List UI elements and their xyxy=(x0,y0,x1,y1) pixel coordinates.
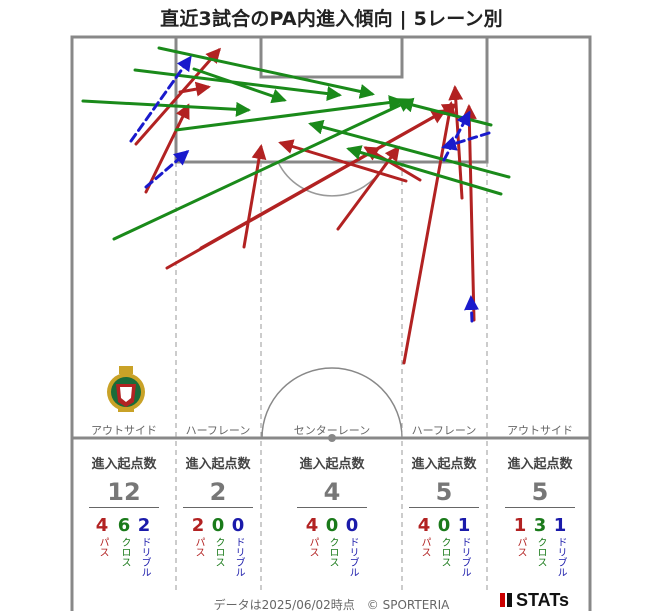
cross-arrow xyxy=(192,67,287,104)
dribble-arrow xyxy=(442,110,471,162)
pass-count: 2 パス xyxy=(191,515,205,557)
lane-label-halflane-right: ハーフレーン xyxy=(411,424,477,437)
pass-arrow xyxy=(144,103,190,194)
footer-credit: データは2025/06/02時点 © SPORTERIA xyxy=(213,598,450,612)
total-underline xyxy=(297,507,367,508)
pass-arrow xyxy=(134,47,221,146)
total-underline xyxy=(183,507,253,508)
count-header: 進入起点数 xyxy=(507,457,573,472)
dribble-count: 1 ドリブル xyxy=(553,515,567,577)
club-crest-logo xyxy=(107,366,145,412)
penalty-arc xyxy=(277,161,387,197)
stats-mark-icon xyxy=(500,593,505,607)
lane-total: 4 xyxy=(323,478,341,506)
stats-brand-logo: STATs xyxy=(500,590,569,611)
cross-arrow xyxy=(81,99,251,117)
arrows-layer xyxy=(81,46,511,365)
lane-total: 2 xyxy=(209,478,227,506)
pass-arrow xyxy=(363,146,422,182)
lane-label-outside-right: アウトサイド xyxy=(507,424,573,437)
dribble-count: 1 ドリブル xyxy=(457,515,471,577)
chart-title: 直近3試合のPA内進入傾向 | 5レーン別 xyxy=(160,8,503,30)
pass-arrow xyxy=(178,81,211,97)
lane-breakdown: 1 パス 3 クロス 1 ドリブル xyxy=(488,515,592,585)
count-header: 進入起点数 xyxy=(299,457,365,472)
pass-count: 1 パス xyxy=(513,515,527,557)
cross-arrow xyxy=(174,95,404,132)
lane-total: 5 xyxy=(435,478,453,506)
cross-arrow xyxy=(308,119,511,179)
centre-circle xyxy=(261,367,403,439)
lane-label-center: センターレーン xyxy=(293,424,371,437)
dribble-count: 0 ドリブル xyxy=(231,515,245,577)
lane-breakdown: 4 パス 0 クロス 0 ドリブル xyxy=(280,515,384,585)
pass-arrow xyxy=(199,109,447,250)
lane-total: 5 xyxy=(531,478,549,506)
cross-count: 0 クロス xyxy=(325,515,339,567)
lane-breakdown: 4 パス 0 クロス 1 ドリブル xyxy=(392,515,496,585)
pass-arrow xyxy=(242,144,267,249)
lane-label-halflane-left: ハーフレーン xyxy=(185,424,251,437)
pass-arrow xyxy=(402,101,457,365)
lane-breakdown: 4 パス 6 クロス 2 ドリブル xyxy=(72,515,176,585)
cross-count: 0 クロス xyxy=(211,515,225,567)
dribble-arrow xyxy=(464,295,480,323)
dribble-count: 0 ドリブル xyxy=(345,515,359,577)
cross-arrow xyxy=(346,145,503,196)
pass-count: 4 パス xyxy=(95,515,109,557)
cross-arrow xyxy=(398,97,493,127)
lane-breakdown: 2 パス 0 クロス 0 ドリブル xyxy=(166,515,270,585)
cross-count: 6 クロス xyxy=(117,515,131,567)
count-header: 進入起点数 xyxy=(185,457,251,472)
cross-count: 0 クロス xyxy=(437,515,451,567)
dribble-arrow xyxy=(129,55,192,143)
count-header: 進入起点数 xyxy=(91,457,157,472)
lane-label-outside-left: アウトサイド xyxy=(91,424,157,437)
centre-spot xyxy=(328,434,336,442)
goal-area xyxy=(259,35,404,79)
dribble-arrow xyxy=(144,150,190,189)
lane-total: 12 xyxy=(107,478,141,506)
count-header: 進入起点数 xyxy=(411,457,477,472)
total-underline xyxy=(89,507,159,508)
cross-count: 3 クロス xyxy=(533,515,547,567)
penalty-area xyxy=(174,35,489,164)
stats-mark-icon xyxy=(507,593,512,607)
total-underline xyxy=(409,507,479,508)
pass-count: 4 パス xyxy=(305,515,319,557)
pass-arrow xyxy=(278,139,408,183)
pass-arrow xyxy=(461,104,477,322)
total-underline xyxy=(505,507,575,508)
pass-count: 4 パス xyxy=(417,515,431,557)
cross-arrow xyxy=(112,98,414,241)
dribble-count: 2 ドリブル xyxy=(137,515,151,577)
